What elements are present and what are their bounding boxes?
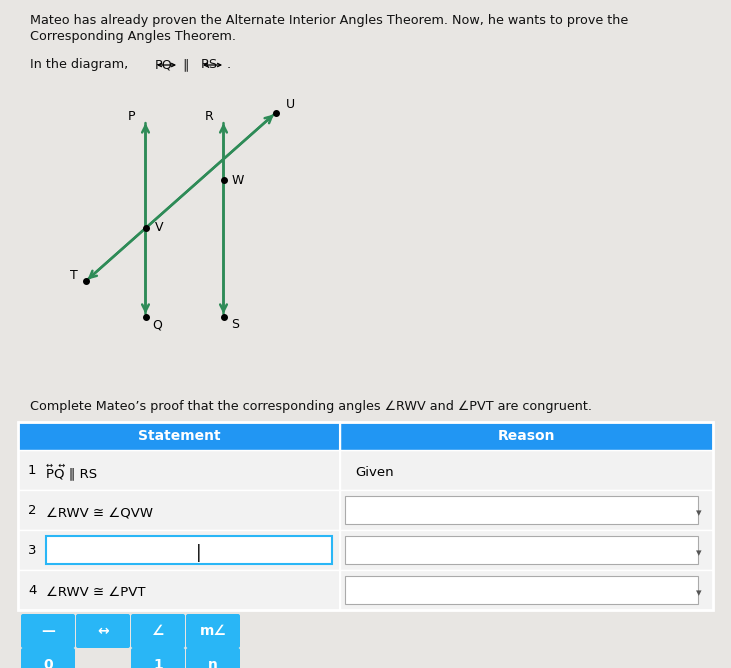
- Text: ∠RWV ≅ ∠QVW: ∠RWV ≅ ∠QVW: [46, 506, 153, 520]
- Bar: [18, 530, 340, 570]
- Text: 4: 4: [28, 584, 37, 597]
- Bar: [340, 450, 713, 490]
- Bar: [345, 496, 698, 524]
- FancyBboxPatch shape: [131, 648, 185, 668]
- Text: |: |: [196, 544, 202, 562]
- Bar: [340, 490, 713, 530]
- Bar: [18, 450, 340, 490]
- Text: m∠: m∠: [200, 624, 227, 638]
- Text: Statement: Statement: [137, 429, 220, 443]
- Text: ▾: ▾: [696, 548, 702, 558]
- Text: Q: Q: [153, 318, 162, 331]
- Bar: [340, 570, 713, 610]
- Text: W: W: [231, 174, 243, 186]
- Text: 1: 1: [28, 464, 37, 476]
- Text: PQ: PQ: [155, 58, 173, 71]
- FancyBboxPatch shape: [186, 614, 240, 648]
- Bar: [46, 536, 332, 564]
- Text: 2: 2: [28, 504, 37, 516]
- FancyBboxPatch shape: [21, 614, 75, 648]
- Text: Complete Mateo’s proof that the corresponding angles ∠RWV and ∠PVT are congruent: Complete Mateo’s proof that the correspo…: [30, 400, 592, 413]
- Text: R: R: [205, 110, 214, 123]
- Text: U: U: [285, 98, 295, 111]
- FancyBboxPatch shape: [186, 648, 240, 668]
- Bar: [345, 536, 698, 564]
- Bar: [18, 422, 713, 610]
- Text: V: V: [155, 221, 164, 234]
- Text: Corresponding Angles Theorem.: Corresponding Angles Theorem.: [30, 30, 236, 43]
- Bar: [18, 422, 340, 450]
- Text: 0: 0: [43, 658, 53, 668]
- Text: ▾: ▾: [696, 508, 702, 518]
- Text: S: S: [232, 318, 240, 331]
- Text: n: n: [208, 658, 218, 668]
- Text: T: T: [69, 269, 77, 282]
- Text: Mateo has already proven the Alternate Interior Angles Theorem. Now, he wants to: Mateo has already proven the Alternate I…: [30, 14, 628, 27]
- Text: 3: 3: [28, 544, 37, 556]
- Text: ▾: ▾: [696, 588, 702, 598]
- Text: .: .: [227, 58, 231, 71]
- Text: RS: RS: [201, 58, 218, 71]
- Bar: [18, 570, 340, 610]
- FancyBboxPatch shape: [76, 614, 130, 648]
- Text: ∥: ∥: [182, 58, 189, 71]
- FancyBboxPatch shape: [21, 648, 75, 668]
- Text: ∠RWV ≅ ∠PVT: ∠RWV ≅ ∠PVT: [46, 587, 145, 599]
- Text: ↔  ↔: ↔ ↔: [46, 460, 65, 470]
- FancyBboxPatch shape: [131, 614, 185, 648]
- Text: Reason: Reason: [498, 429, 556, 443]
- Text: Given: Given: [355, 466, 393, 480]
- Bar: [18, 490, 340, 530]
- Text: In the diagram,: In the diagram,: [30, 58, 128, 71]
- Text: PQ ∥ RS: PQ ∥ RS: [46, 468, 97, 480]
- Text: ∠: ∠: [152, 624, 164, 638]
- Bar: [340, 530, 713, 570]
- Text: P: P: [128, 110, 135, 123]
- Bar: [345, 576, 698, 604]
- Text: 1: 1: [153, 658, 163, 668]
- Bar: [340, 422, 713, 450]
- Text: ↔: ↔: [97, 624, 109, 638]
- Text: —: —: [41, 624, 55, 638]
